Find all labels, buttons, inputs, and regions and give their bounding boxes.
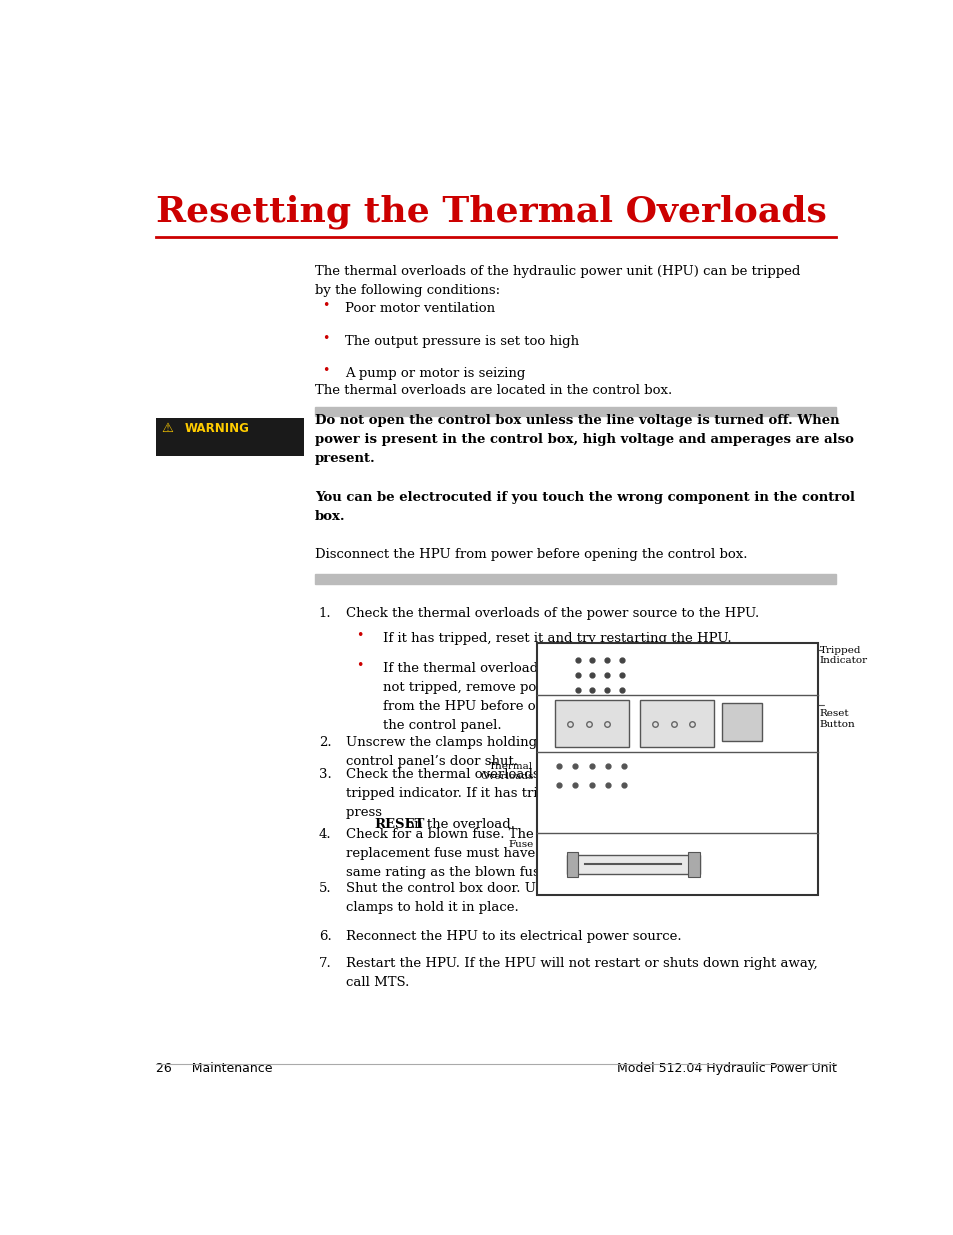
Text: Model 512.04 Hydraulic Power Unit: Model 512.04 Hydraulic Power Unit: [616, 1062, 836, 1076]
Text: Disconnect the HPU from power before opening the control box.: Disconnect the HPU from power before ope…: [314, 547, 747, 561]
Bar: [555, 700, 629, 747]
Text: If it has tripped, reset it and try restarting the HPU.: If it has tripped, reset it and try rest…: [383, 632, 731, 645]
Text: If the thermal overloads have
not tripped, remove power
from the HPU before open: If the thermal overloads have not trippe…: [383, 662, 581, 731]
Text: The output pressure is set too high: The output pressure is set too high: [344, 335, 578, 347]
Text: Shut the control box door. Use the
clamps to hold it in place.: Shut the control box door. Use the clamp…: [346, 882, 576, 914]
Text: Resetting the Thermal Overloads: Resetting the Thermal Overloads: [156, 195, 826, 228]
Text: 3.: 3.: [318, 768, 332, 782]
Bar: [721, 703, 761, 741]
Text: 6.: 6.: [318, 930, 332, 942]
Text: Unscrew the clamps holding the
control panel’s door shut.: Unscrew the clamps holding the control p…: [346, 736, 562, 768]
Text: You can be electrocuted if you touch the wrong component in the control
box.: You can be electrocuted if you touch the…: [314, 490, 854, 522]
Text: The thermal overloads of the hydraulic power unit (HPU) can be tripped
by the fo: The thermal overloads of the hydraulic p…: [314, 266, 800, 298]
Text: Poor motor ventilation: Poor motor ventilation: [344, 303, 495, 315]
Text: The thermal overloads are located in the control box.: The thermal overloads are located in the…: [314, 384, 672, 396]
Text: •: •: [322, 332, 330, 345]
Bar: [314, 574, 836, 584]
Text: Do not open the control box unless the line voltage is turned off. When
power is: Do not open the control box unless the l…: [314, 415, 853, 466]
Text: •: •: [356, 630, 364, 642]
Text: •: •: [356, 658, 364, 672]
Text: 1.: 1.: [318, 606, 331, 620]
Text: •: •: [322, 299, 330, 312]
Text: 2.: 2.: [318, 736, 331, 748]
Text: Tripped
Indicator: Tripped Indicator: [819, 646, 866, 664]
Text: Restart the HPU. If the HPU will not restart or shuts down right away,
call MTS.: Restart the HPU. If the HPU will not res…: [346, 957, 817, 988]
Text: •: •: [322, 364, 330, 377]
Text: 26     Maintenance: 26 Maintenance: [156, 1062, 273, 1076]
Text: WARNING: WARNING: [184, 422, 249, 435]
Text: 7.: 7.: [318, 957, 332, 969]
Text: Check for a blown fuse. The
replacement fuse must have the
same rating as the bl: Check for a blown fuse. The replacement …: [346, 829, 560, 879]
Bar: [566, 852, 578, 877]
Text: Thermal
Overloads: Thermal Overloads: [479, 762, 533, 781]
Text: ⚠: ⚠: [161, 422, 173, 435]
Text: Reconnect the HPU to its electrical power source.: Reconnect the HPU to its electrical powe…: [346, 930, 681, 942]
Text: on the overload.: on the overload.: [401, 818, 514, 831]
Text: 5.: 5.: [318, 882, 331, 895]
Bar: [156, 419, 304, 456]
Text: Fuse: Fuse: [508, 841, 533, 850]
Text: A pump or motor is seizing: A pump or motor is seizing: [344, 367, 524, 380]
Bar: [566, 855, 699, 874]
Text: Reset
Button: Reset Button: [819, 709, 854, 729]
Bar: [687, 852, 699, 877]
Text: Check the thermal overloads
tripped indicator. If it has tripped,
press: Check the thermal overloads tripped indi…: [346, 768, 575, 819]
Text: RESET: RESET: [374, 818, 424, 831]
Text: Check the thermal overloads of the power source to the HPU.: Check the thermal overloads of the power…: [346, 606, 759, 620]
Bar: [537, 642, 817, 894]
Text: 4.: 4.: [318, 829, 331, 841]
Bar: [639, 700, 714, 747]
Bar: [314, 406, 836, 416]
